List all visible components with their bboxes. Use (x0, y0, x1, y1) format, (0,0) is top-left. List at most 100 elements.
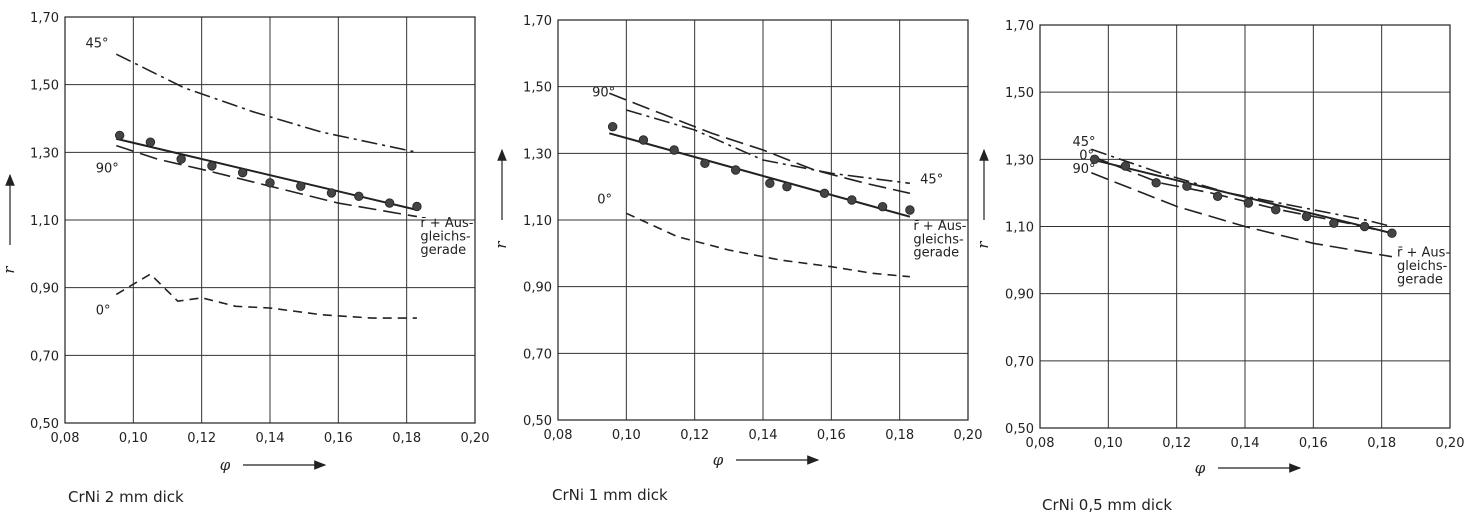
annotation-label: r̄ + Aus- (913, 219, 966, 234)
x-tick-label: 0,14 (256, 431, 285, 446)
y-tick-label: 1,50 (1005, 86, 1034, 101)
x-tick-label: 0,18 (1367, 436, 1396, 451)
x-tick-label: 0,20 (461, 431, 490, 446)
y-tick-label: 0,50 (523, 414, 552, 429)
data-point (1120, 161, 1131, 171)
chart-caption: CrNi 2 mm dick (68, 488, 184, 506)
x-tick-label: 0,08 (1026, 436, 1055, 451)
x-tick-label: 0,10 (1094, 436, 1123, 451)
series-line-0deg (115, 273, 417, 319)
x-tick-label: 0,12 (1162, 436, 1191, 451)
data-point (384, 198, 395, 208)
plot-frame (64, 16, 476, 424)
data-point (607, 121, 618, 132)
data-point (265, 178, 275, 188)
annotation-label: gerade (420, 243, 466, 258)
annotation-label: gerade (1397, 273, 1443, 288)
data-point (296, 181, 306, 191)
y-tick-label: 0,70 (30, 349, 59, 364)
x-axis-label: φ (713, 451, 724, 469)
y-tick-label: 1,30 (1005, 153, 1034, 168)
data-point (207, 161, 217, 171)
y-tick-label: 1,30 (523, 147, 552, 162)
data-point (1182, 181, 1192, 191)
y-tick-label: 1,50 (523, 81, 552, 96)
data-point (905, 205, 915, 215)
annotation-label: 90° (96, 162, 119, 177)
series-line-45deg (626, 109, 911, 185)
y-axis-label: r (974, 241, 992, 249)
data-point (1359, 221, 1370, 232)
x-tick-label: 0,20 (1436, 436, 1465, 451)
data-point (1329, 218, 1339, 228)
series-line-45deg (115, 53, 418, 154)
annotation-label: 90° (592, 86, 615, 101)
data-point (114, 130, 125, 141)
x-tick-label: 0,10 (119, 431, 148, 446)
chart-caption: CrNi 0,5 mm dick (1042, 496, 1172, 514)
data-point (326, 188, 337, 198)
series-line-90deg (116, 144, 418, 218)
y-tick-label: 1,30 (30, 146, 59, 161)
plot-frame (557, 19, 969, 421)
annotation-label: r̄ + Aus- (1397, 246, 1450, 261)
data-point (638, 135, 649, 145)
x-tick-label: 0,10 (612, 428, 641, 443)
series-line-fit (1091, 158, 1393, 235)
y-tick-label: 1,70 (523, 14, 552, 29)
x-tick-label: 0,16 (817, 428, 846, 443)
x-tick-label: 0,16 (324, 431, 353, 446)
x-tick-label: 0,18 (392, 431, 421, 446)
y-tick-label: 1,70 (1005, 19, 1034, 34)
y-tick-label: 1,10 (30, 214, 59, 229)
y-axis-label: r (492, 241, 510, 249)
y-axis-label: r (0, 266, 18, 274)
y-tick-label: 1,50 (30, 79, 59, 94)
annotation-label: gleichs- (913, 232, 964, 247)
y-tick-label: 0,70 (523, 347, 552, 362)
y-tick-label: 0,90 (1005, 288, 1034, 303)
plot-frame (1039, 24, 1451, 429)
series-line-90deg (1091, 172, 1393, 258)
data-point (237, 167, 248, 178)
chart-panel-1: 0,08 0,10 0,12 0,14 0,16 0,18 0,20 0,50 0,70 0,90… (0, 11, 489, 506)
x-tick-label: 0,16 (1299, 436, 1328, 451)
data-point (176, 154, 186, 164)
annotation-label: 45° (920, 172, 943, 187)
annotation-label: r̄ + Aus- (420, 216, 473, 231)
data-point (819, 188, 830, 199)
data-point (1387, 228, 1397, 238)
chart-panel-2: 0,08 0,10 0,12 0,14 0,16 0,18 0,20 0,50 0,70 0,90… (492, 14, 982, 504)
series-line-0deg (625, 212, 910, 278)
data-point (877, 201, 888, 212)
annotation-label: 0° (597, 192, 612, 207)
annotation-label: gerade (913, 246, 959, 261)
chart-panel-3: 0,08 0,10 0,12 0,14 0,16 0,18 0,20 0,50 0,70 0,90… (974, 19, 1464, 514)
data-point (765, 178, 775, 189)
data-point (1271, 205, 1281, 215)
data-point (1151, 178, 1161, 188)
x-tick-label: 0,14 (1231, 436, 1260, 451)
data-point (782, 181, 792, 192)
annotation-label: 0° (1079, 148, 1094, 163)
y-tick-label: 1,70 (30, 11, 59, 26)
data-point (700, 158, 710, 169)
x-axis-label: φ (1195, 459, 1206, 477)
annotation-label: 45° (1072, 135, 1095, 150)
x-tick-label: 0,08 (544, 428, 573, 443)
y-tick-label: 0,50 (30, 417, 59, 432)
data-point (354, 191, 364, 202)
y-tick-label: 0,90 (523, 281, 552, 296)
data-point (1301, 211, 1312, 222)
data-point (145, 137, 156, 147)
y-tick-label: 0,70 (1005, 355, 1034, 370)
series-line-45deg (1091, 148, 1393, 228)
x-axis-label: φ (220, 456, 231, 474)
data-point (669, 145, 679, 155)
series-line-fit (609, 132, 911, 218)
x-tick-label: 0,18 (885, 428, 914, 443)
y-tick-label: 0,90 (30, 282, 59, 297)
annotation-label: gleichs- (1397, 259, 1448, 274)
x-tick-label: 0,12 (680, 428, 709, 443)
